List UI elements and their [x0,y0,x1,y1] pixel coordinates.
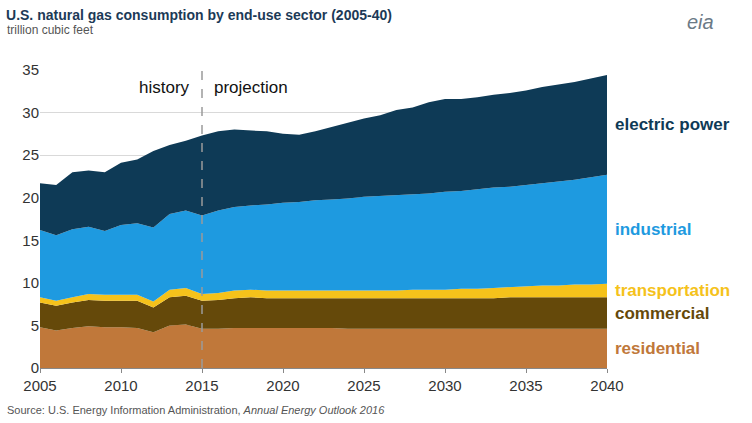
svg-text:residential: residential [615,339,700,358]
svg-text:20: 20 [22,189,39,206]
svg-text:transportation: transportation [615,281,730,300]
svg-text:2025: 2025 [347,377,380,394]
svg-text:2040: 2040 [590,377,623,394]
svg-text:history: history [139,78,190,97]
svg-text:2010: 2010 [104,377,137,394]
svg-text:2020: 2020 [266,377,299,394]
svg-text:0: 0 [31,359,39,376]
svg-text:2035: 2035 [509,377,542,394]
svg-text:5: 5 [31,317,39,334]
svg-text:Source: U.S. Energy Informatio: Source: U.S. Energy Information Administ… [7,404,385,416]
svg-text:commercial: commercial [615,304,710,323]
svg-text:2015: 2015 [185,377,218,394]
svg-text:electric power: electric power [615,115,730,134]
svg-text:30: 30 [22,104,39,121]
svg-text:U.S. natural gas consumption b: U.S. natural gas consumption by end-use … [6,7,392,23]
svg-text:2030: 2030 [428,377,461,394]
svg-text:35: 35 [22,61,39,78]
svg-text:trillion cubic feet: trillion cubic feet [7,23,94,37]
svg-text:25: 25 [22,146,39,163]
svg-text:projection: projection [214,78,288,97]
svg-text:industrial: industrial [615,220,692,239]
svg-text:eia: eia [687,11,714,33]
svg-text:15: 15 [22,232,39,249]
svg-text:2005: 2005 [23,377,56,394]
svg-text:10: 10 [22,274,39,291]
